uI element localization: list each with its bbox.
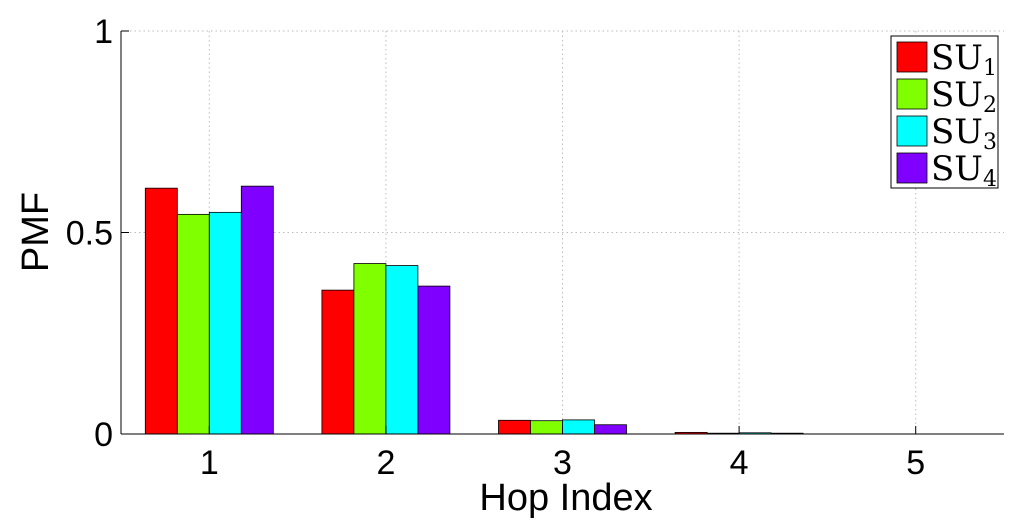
x-axis-label: Hop Index [479, 477, 652, 519]
bar-su3-hop-1 [208, 211, 242, 435]
x-tick-label: 5 [906, 444, 925, 482]
bar-su4-hop-2 [417, 285, 451, 435]
bar-su2-hop-2 [353, 263, 387, 435]
legend-swatch-su1 [896, 41, 928, 73]
bar-su1-hop-3 [498, 419, 531, 435]
legend-swatch-su3 [896, 115, 928, 147]
x-tick-label: 4 [730, 444, 749, 482]
legend-label-su1: SU1 [931, 38, 997, 81]
bar-su2-hop-3 [530, 420, 563, 435]
bar-su2-hop-1 [176, 213, 210, 435]
grid-lines [121, 30, 1004, 434]
bar-su4-hop-1 [240, 185, 274, 435]
y-tick-label: 1 [94, 13, 113, 51]
bar-su1-hop-1 [144, 187, 178, 435]
x-tick-label: 1 [200, 444, 219, 482]
axes [120, 30, 1004, 435]
y-tick-label: 0 [94, 416, 113, 454]
x-tick-label: 2 [376, 444, 395, 482]
tick-labels: 1 2 3 4 5 0 0.5 1 [66, 13, 925, 482]
y-tick-label: 0.5 [66, 215, 113, 253]
y-axis-label: PMF [15, 192, 57, 272]
bar-su1-hop-2 [321, 289, 355, 435]
legend-swatch-su2 [896, 78, 928, 110]
bar-su3-hop-2 [385, 265, 419, 435]
legend-swatch-su4 [896, 152, 928, 184]
bars [144, 185, 804, 435]
bar-su3-hop-3 [562, 419, 595, 435]
bar-su4-hop-3 [594, 424, 627, 435]
x-tick-label: 3 [553, 444, 572, 482]
